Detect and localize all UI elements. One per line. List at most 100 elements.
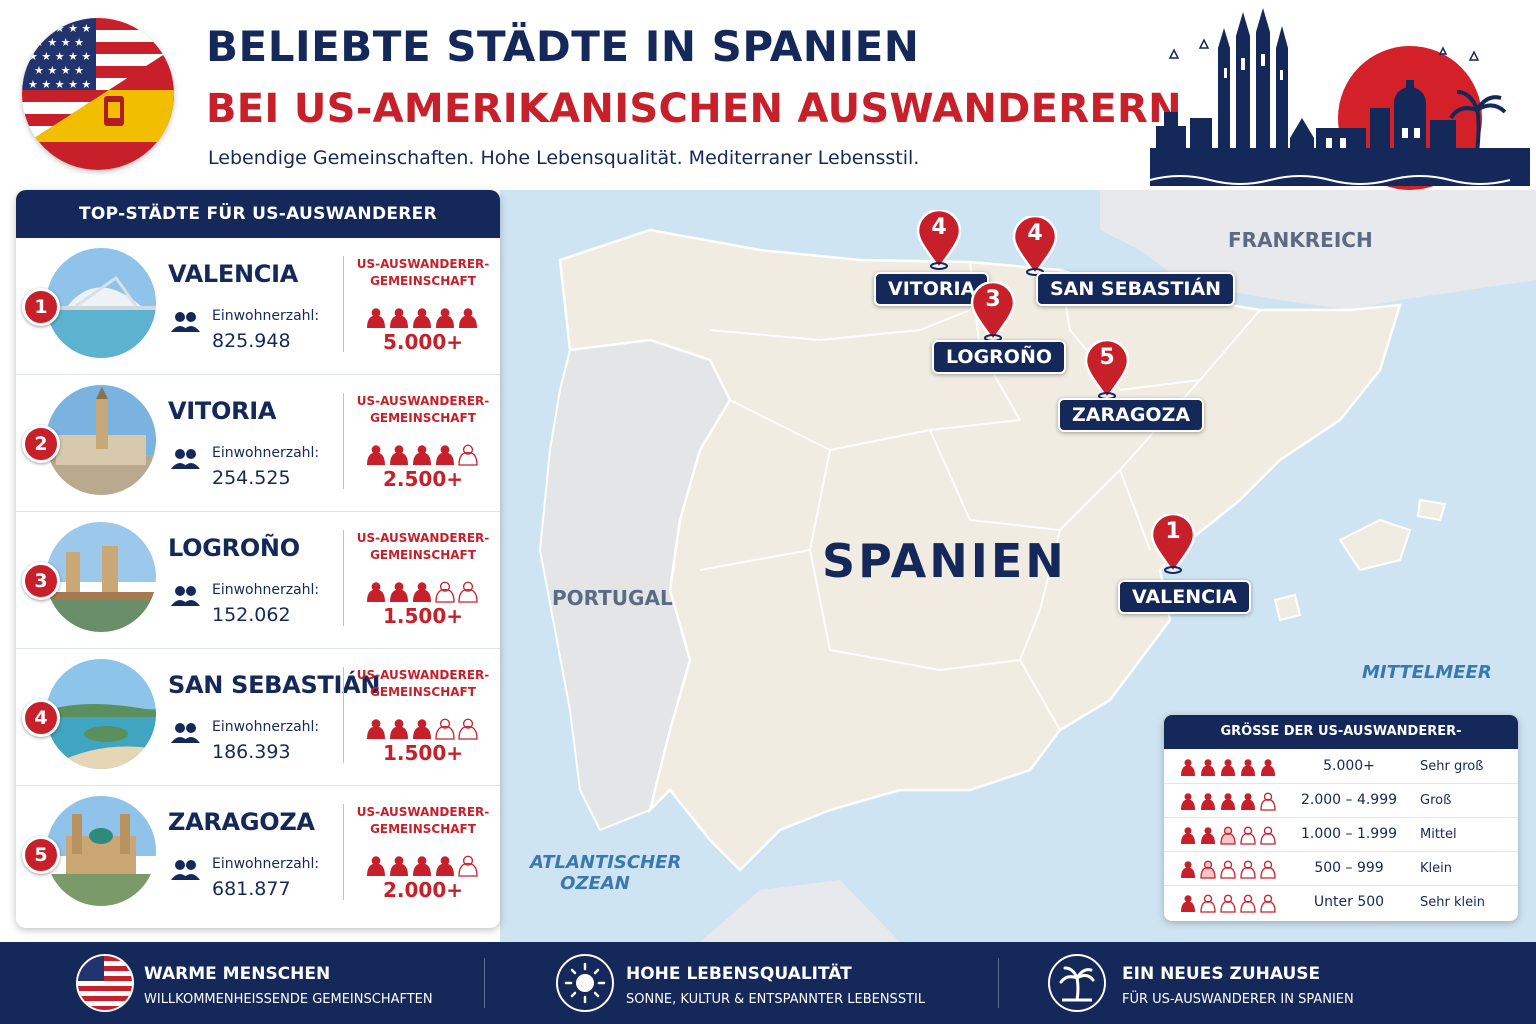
city-photo-zaragoza [46, 796, 156, 906]
footer-subtitle: FÜR US-AUSWANDERER IN SPANIEN [1122, 992, 1354, 1007]
us-spain-flag-emblem: ★ ★ ★ ★ ★ ★ ★ ★ ★ ★ ★ ★ ★ ★ ★ ★ ★ ★ ★ ★ … [22, 18, 174, 170]
legend-range: 1.000 – 1.999 [1300, 826, 1398, 842]
svg-text:★ ★ ★ ★ ★: ★ ★ ★ ★ ★ [28, 50, 91, 63]
person-icon [413, 856, 431, 876]
footer-bar: WARME MENSCHEN WILLKOMMENHEISSENDE GEMEI… [0, 942, 1536, 1024]
person-icon [1260, 894, 1276, 913]
map-pin-icon [916, 210, 962, 270]
label-atlantic-line1: ATLANTISCHER [530, 852, 682, 873]
person-icon [413, 445, 431, 465]
person-icon [436, 856, 454, 876]
person-icon [1181, 759, 1195, 776]
legend-size: Sehr klein [1420, 895, 1485, 910]
legend-person-icons [1181, 894, 1276, 913]
person-icon [1260, 792, 1276, 811]
person-icon [458, 718, 478, 740]
city-row-vitoria[interactable]: 2 VITORIA Einwohnerzahl: 254.525 US-AUSW… [16, 375, 500, 512]
community-size-legend: GRÖSSE DER US-AUSWANDERER-GEMEINSCHAFT 5… [1164, 715, 1518, 921]
population-label: Einwohnerzahl: [212, 856, 320, 872]
divider [343, 804, 344, 900]
person-icon [1241, 793, 1255, 810]
legend-range: Unter 500 [1313, 894, 1385, 910]
person-icon [1240, 894, 1256, 913]
person-icon [390, 582, 408, 602]
city-row-zaragoza[interactable]: 5 ZARAGOZA Einwohnerzahl: 681.877 US-AUS… [16, 786, 500, 922]
person-icon [1260, 860, 1276, 879]
footer-divider [998, 958, 999, 1008]
label-atlantic: ATLANTISCHER OZEAN [530, 852, 682, 894]
community-person-icons [367, 855, 478, 877]
pin-number: 4 [1027, 221, 1043, 246]
divider [343, 530, 344, 626]
person-icon [413, 308, 431, 328]
city-row-valencia[interactable]: 1 VALENCIA Einwohnerzahl: 825.948 US-AUS… [16, 238, 500, 375]
legend-size: Groß [1420, 793, 1452, 808]
map-label-san-sebastian[interactable]: SAN SEBASTIÁN [1036, 272, 1236, 306]
population-value: 681.877 [212, 878, 291, 900]
svg-text:★ ★ ★ ★ ★: ★ ★ ★ ★ ★ [28, 78, 91, 91]
footer-title: EIN NEUES ZUHAUSE [1122, 964, 1321, 984]
legend-person-icons [1181, 759, 1275, 776]
spain-skyline-illustration [1140, 8, 1530, 190]
person-icon [1181, 827, 1195, 844]
title-line-2: BEI US-AMERIKANISCHEN AUSWANDERERN [206, 86, 1182, 132]
map-pin-icon [1150, 514, 1196, 574]
map-label-logrono[interactable]: LOGROÑO [932, 340, 1067, 374]
svg-text:★ ★ ★ ★: ★ ★ ★ ★ [34, 64, 84, 77]
map-pin-san-sebastian[interactable]: 4 [1012, 216, 1058, 276]
pin-number: 5 [1099, 345, 1115, 370]
person-icon [435, 581, 455, 603]
people-icon [171, 723, 200, 743]
footer-subtitle: WILLKOMMENHEISSENDE GEMEINSCHAFTEN [144, 992, 433, 1007]
city-photo-logrono [46, 522, 156, 632]
map-pin-logrono[interactable]: 3 [970, 282, 1016, 342]
person-icon [1181, 861, 1195, 878]
community-label: US-AUSWANDERER-GEMEINSCHAFT [356, 668, 490, 699]
map-label-zaragoza[interactable]: ZARAGOZA [1058, 398, 1205, 432]
person-icon [1240, 860, 1256, 879]
palm-tree-icon [1048, 954, 1106, 1012]
person-icon [367, 719, 385, 739]
population-label: Einwohnerzahl: [212, 582, 320, 598]
label-mediterranean: MITTELMEER [1362, 662, 1492, 683]
person-icon [1200, 860, 1216, 879]
city-name: LOGROÑO [168, 534, 300, 562]
people-icon [171, 449, 200, 469]
city-name: SAN SEBASTIÁN [168, 671, 381, 699]
person-icon [1241, 759, 1255, 776]
person-icon [390, 856, 408, 876]
person-icon [1220, 894, 1236, 913]
map-label-valencia[interactable]: VALENCIA [1118, 580, 1251, 614]
city-row-san-sebastian[interactable]: 4 SAN SEBASTIÁN Einwohnerzahl: 186.393 U… [16, 649, 500, 786]
rank-badge: 5 [22, 836, 60, 874]
population-value: 152.062 [212, 604, 291, 626]
person-icon [1201, 793, 1215, 810]
map-pin-vitoria[interactable]: 4 [916, 210, 962, 270]
community-label: US-AUSWANDERER-GEMEINSCHAFT [356, 531, 490, 562]
person-icon [413, 582, 431, 602]
rank-badge: 4 [22, 699, 60, 737]
person-icon [1221, 793, 1235, 810]
us-flag-icon [76, 954, 134, 1012]
legend-range: 5.000+ [1323, 758, 1375, 774]
community-value: 2.000+ [382, 878, 464, 902]
legend-size: Sehr groß [1420, 759, 1484, 774]
city-row-logrono[interactable]: 3 LOGROÑO Einwohnerzahl: 152.062 US-AUSW… [16, 512, 500, 649]
map-pin-valencia[interactable]: 1 [1150, 514, 1196, 574]
pin-number: 3 [985, 287, 1001, 312]
population-value: 186.393 [212, 741, 291, 763]
legend-row: 5.000+ Sehr groß [1164, 749, 1518, 784]
pin-number: 1 [1165, 519, 1181, 544]
community-label: US-AUSWANDERER-GEMEINSCHAFT [356, 257, 490, 288]
person-icon [1220, 826, 1236, 845]
person-icon [367, 856, 385, 876]
population-value: 825.948 [212, 330, 291, 352]
community-value: 1.500+ [382, 741, 464, 765]
community-label: US-AUSWANDERER-GEMEINSCHAFT [356, 805, 490, 836]
community-label: US-AUSWANDERER-GEMEINSCHAFT [356, 394, 490, 425]
map-pin-zaragoza[interactable]: 5 [1084, 340, 1130, 400]
person-icon [1201, 827, 1215, 844]
rank-badge: 3 [22, 562, 60, 600]
person-icon [459, 308, 477, 328]
population-label: Einwohnerzahl: [212, 719, 320, 735]
